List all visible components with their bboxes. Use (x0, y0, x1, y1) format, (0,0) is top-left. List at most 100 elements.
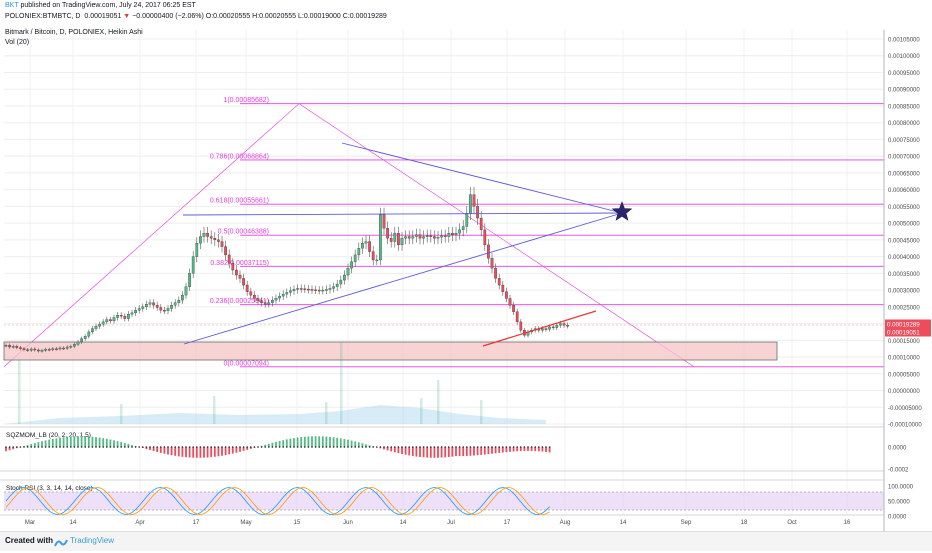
squeeze-dot (354, 446, 357, 448)
sqzmom-bar (221, 447, 223, 456)
time-tick-label: Jun (343, 520, 353, 526)
squeeze-dot (221, 446, 223, 448)
sqzmom-title: SQZMOM_LB (20, 2, 20, 1.5) (6, 432, 91, 439)
trend-lines[interactable] (182, 142, 633, 347)
sqzmom-bar (537, 447, 540, 452)
candle (303, 288, 307, 290)
sqzmom-bar (365, 444, 367, 447)
time-tick-label: 15 (294, 520, 301, 526)
candle (379, 214, 382, 261)
squeeze-dot (282, 446, 285, 448)
support-trend-line (482, 310, 597, 347)
squeeze-dot (59, 446, 61, 448)
candle (433, 236, 436, 239)
price-tick-label: 0.00040000 (888, 255, 920, 261)
chart-canvas[interactable]: 1(0.00085682) 0.786(0.00068864) 0.618(0.00… (0, 0, 932, 531)
squeeze-dot (278, 446, 281, 448)
squeeze-dot (444, 446, 447, 448)
sqzmom-tick-label: 0.0000 (888, 446, 907, 452)
squeeze-dot (271, 446, 274, 448)
candle (299, 288, 303, 290)
candle (220, 241, 224, 247)
candle (343, 274, 346, 281)
publish-line: BKT published on TradingView.com, July 2… (5, 2, 196, 9)
star-icon (611, 201, 633, 221)
fib-level-label: 0.236(0.00025641) (210, 298, 269, 305)
time-tick-label: 18 (741, 520, 748, 526)
candle (166, 308, 170, 311)
squeeze-dot (296, 446, 299, 448)
stoch-tick-label: 50.0000 (888, 500, 910, 506)
candle (130, 312, 134, 315)
sqzmom-bar (397, 447, 400, 454)
squeeze-dot (538, 446, 540, 448)
candle (152, 302, 155, 306)
squeeze-dot (484, 446, 486, 448)
squeeze-dot (516, 446, 518, 448)
tradingview-brand[interactable]: TradingView (70, 536, 115, 545)
squeeze-dot (170, 446, 173, 448)
squeeze-dot (242, 446, 245, 448)
squeeze-dot (12, 446, 14, 448)
candle (472, 194, 476, 207)
price-tick-label: 0.00010000 (888, 356, 920, 362)
fib-retracement[interactable]: 1(0.00085682) 0.786(0.00068864) 0.618(0.00… (3, 97, 884, 367)
sqzmom-bar (62, 437, 65, 447)
candle (199, 236, 202, 244)
price-tick-label: 0.00030000 (888, 289, 920, 295)
volume-bar (480, 400, 483, 424)
candle (37, 349, 40, 352)
sqzmom-bar (523, 447, 526, 451)
sqzmom-bar (102, 438, 105, 447)
squeeze-dot (372, 446, 375, 448)
sqzmom-bar (195, 447, 198, 458)
volume-bar (120, 404, 123, 424)
candle (33, 348, 37, 351)
squeeze-dot (530, 446, 533, 448)
candle (461, 226, 465, 230)
sqzmom-bar (545, 447, 547, 452)
sqzmom-bar (91, 436, 94, 447)
candle (451, 233, 454, 235)
squeeze-dot (73, 446, 76, 448)
squeeze-dot (502, 446, 504, 448)
sqzmom-bar (494, 447, 497, 454)
candle (458, 229, 461, 234)
sqzmom-bar (548, 447, 551, 453)
candle (4, 345, 8, 347)
squeeze-dot (152, 446, 155, 448)
sqzmom-bar (332, 437, 335, 447)
sqzmom-bar (210, 447, 213, 458)
candle (325, 289, 328, 291)
candle (292, 289, 296, 291)
price-label-box (885, 319, 931, 329)
candle (289, 290, 292, 293)
time-tick-label: Oct (787, 520, 797, 526)
squeeze-dot (505, 446, 508, 448)
candle (26, 349, 29, 351)
candle (339, 279, 343, 285)
squeeze-dot (232, 446, 234, 448)
squeeze-dot (264, 446, 267, 448)
sqzmom-bar (159, 447, 162, 453)
sqzmom-bar (37, 442, 40, 447)
squeeze-dot (124, 446, 126, 448)
price-tick-label: 0.00105000 (888, 38, 920, 44)
candle (314, 289, 317, 291)
squeeze-dot (80, 446, 83, 448)
stoch-tick-label: 0.0000 (888, 515, 907, 521)
sqzmom-bar (149, 447, 151, 451)
squeeze-dot (131, 446, 133, 448)
falling-trend-line (341, 142, 623, 214)
squeeze-dot (397, 446, 400, 448)
squeeze-dot (181, 446, 184, 448)
sqzmom-bar (170, 447, 173, 456)
candle (98, 324, 101, 327)
author-name[interactable]: BKT (5, 2, 19, 9)
support-zone[interactable] (3, 324, 884, 361)
squeeze-dot (545, 446, 547, 448)
squeeze-dot (8, 446, 11, 448)
time-tick-label: Aug (560, 520, 571, 526)
candle (119, 315, 123, 317)
squeeze-dot (448, 446, 450, 448)
